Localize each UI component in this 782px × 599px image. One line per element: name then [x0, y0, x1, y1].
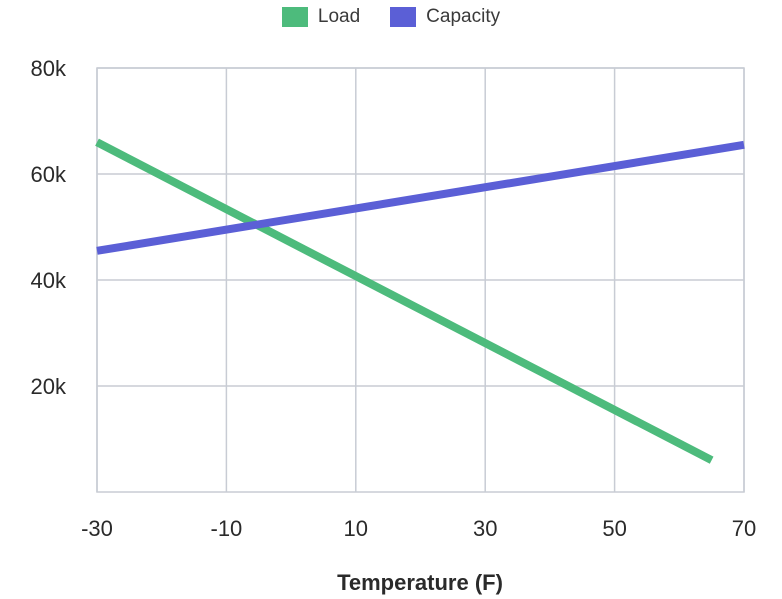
y-tick-label: 20k	[31, 374, 67, 399]
x-tick-label: 10	[344, 516, 368, 541]
y-tick-label: 80k	[31, 56, 67, 81]
y-tick-label: 60k	[31, 162, 67, 187]
legend-label-load: Load	[317, 6, 361, 27]
series-lines	[95, 138, 745, 464]
legend: Load Capacity	[0, 6, 782, 28]
x-tick-label: 30	[473, 516, 497, 541]
x-tick-label: -30	[81, 516, 113, 541]
series-line-load	[95, 138, 714, 464]
legend-item-capacity[interactable]: Capacity	[390, 6, 500, 28]
legend-label-capacity: Capacity	[426, 6, 501, 27]
legend-swatch-capacity	[390, 7, 417, 27]
legend-swatch-load	[281, 7, 308, 27]
tick-labels: -30 -10 10 30 50 70 20k 40k 60k 80k	[31, 56, 757, 541]
y-tick-label: 40k	[31, 268, 67, 293]
grid	[96, 67, 745, 493]
series-line-capacity	[96, 140, 745, 255]
x-tick-label: 70	[732, 516, 756, 541]
x-tick-label: 50	[602, 516, 626, 541]
x-axis-title: Temperature (F)	[337, 570, 503, 595]
legend-item-load[interactable]: Load	[281, 6, 361, 28]
x-tick-label: -10	[211, 516, 243, 541]
